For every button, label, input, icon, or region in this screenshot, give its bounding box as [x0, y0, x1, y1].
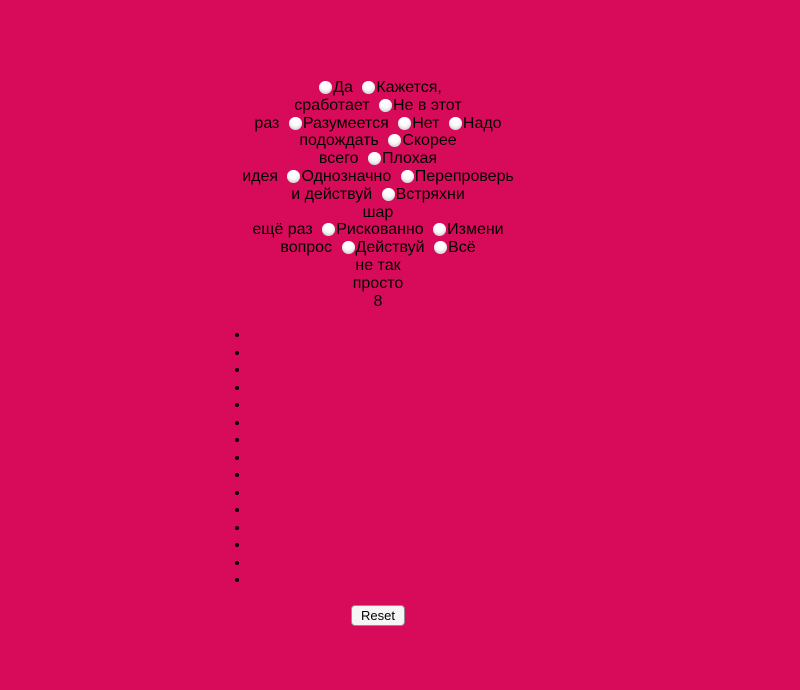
answers-line: Да Кажется, [213, 79, 543, 97]
list-item: ​ [250, 536, 543, 554]
answer-radio-10[interactable] [400, 169, 414, 183]
list-item: ​ [250, 344, 543, 362]
list-item: ​ [250, 519, 543, 537]
answer-text: Нет [412, 114, 444, 132]
answer-text: идея [242, 167, 283, 185]
answer-text: Разумеется [302, 114, 394, 132]
answers-line: идея Однозначно Перепроверь [213, 168, 543, 186]
answers-line: не так [213, 257, 543, 275]
answers-line: всего Плохая [213, 150, 543, 168]
answer-radio-11[interactable] [381, 187, 395, 201]
answers-line: сработает Не в этот [213, 97, 543, 115]
answer-text: просто [352, 274, 404, 292]
answer-text: шар [362, 203, 394, 221]
answers-paragraph: Да Кажется, сработает Не в этот раз Разуме… [213, 0, 543, 310]
answer-text: Не в этот [393, 96, 462, 114]
button-row: Reset [213, 604, 543, 626]
answer-text: Измени [447, 221, 504, 239]
answer-text: Однозначно [301, 167, 396, 185]
answer-text: Перепроверь [414, 167, 514, 185]
answers-line: подождать Скорее [213, 132, 543, 150]
answer-radio-14[interactable] [341, 241, 355, 255]
answer-text: Рискованно [336, 221, 429, 239]
answers-line: ещё раз Рискованно Измени [213, 221, 543, 239]
answer-text: Надо [462, 114, 502, 132]
list-item: ​ [250, 571, 543, 589]
answer-text: Скорее [402, 132, 457, 150]
answer-text: подождать [299, 132, 384, 150]
answer-radio-2[interactable] [362, 81, 376, 94]
answer-radio-12[interactable] [322, 223, 336, 237]
answer-text: и действуй [291, 185, 377, 203]
answer-text: вопрос [280, 239, 337, 257]
results-list: ​​​​​​​​​​​​​​​ [213, 326, 543, 589]
answer-text: Кажется, [376, 79, 442, 96]
content-column: Да Кажется, сработает Не в этот раз Разуме… [213, 0, 543, 626]
list-item: ​ [250, 449, 543, 467]
answer-radio-1[interactable] [319, 81, 333, 94]
answer-text: Да [333, 79, 358, 96]
answer-text: Всё [448, 239, 476, 257]
answer-text: сработает [294, 96, 374, 114]
answer-text: ещё раз [252, 221, 318, 239]
answer-text: Плохая [381, 150, 438, 168]
answer-radio-15[interactable] [434, 241, 448, 255]
answers-line: 8 [213, 293, 543, 311]
answer-radio-13[interactable] [433, 223, 447, 237]
list-item: ​ [250, 396, 543, 414]
list-item: ​ [250, 554, 543, 572]
list-item: ​ [250, 431, 543, 449]
answers-line: и действуй Встряхни [213, 186, 543, 204]
answers-line: просто [213, 275, 543, 293]
answer-text: не так [355, 256, 401, 274]
answers-line: вопрос Действуй Всё [213, 239, 543, 257]
answer-text: раз [254, 114, 284, 132]
answer-radio-8[interactable] [367, 152, 381, 166]
list-item: ​ [250, 414, 543, 432]
answers-line: шар [213, 204, 543, 222]
ball-number: 8 [373, 292, 383, 310]
answer-radio-4[interactable] [288, 116, 302, 130]
answer-radio-7[interactable] [388, 134, 402, 148]
answer-radio-6[interactable] [448, 116, 462, 130]
reset-button[interactable]: Reset [351, 604, 405, 626]
answer-radio-3[interactable] [379, 98, 392, 112]
list-item: ​ [250, 501, 543, 519]
list-item: ​ [250, 484, 543, 502]
list-item: ​ [250, 379, 543, 397]
answer-text: Встряхни [395, 185, 465, 203]
answer-radio-9[interactable] [287, 169, 301, 183]
answer-radio-5[interactable] [398, 116, 412, 130]
list-item: ​ [250, 466, 543, 484]
answer-text: Действуй [355, 239, 430, 257]
answers-line: раз Разумеется Нет Надо [213, 115, 543, 133]
list-item: ​ [250, 361, 543, 379]
list-item: ​ [250, 326, 543, 344]
answer-text: всего [318, 150, 363, 168]
